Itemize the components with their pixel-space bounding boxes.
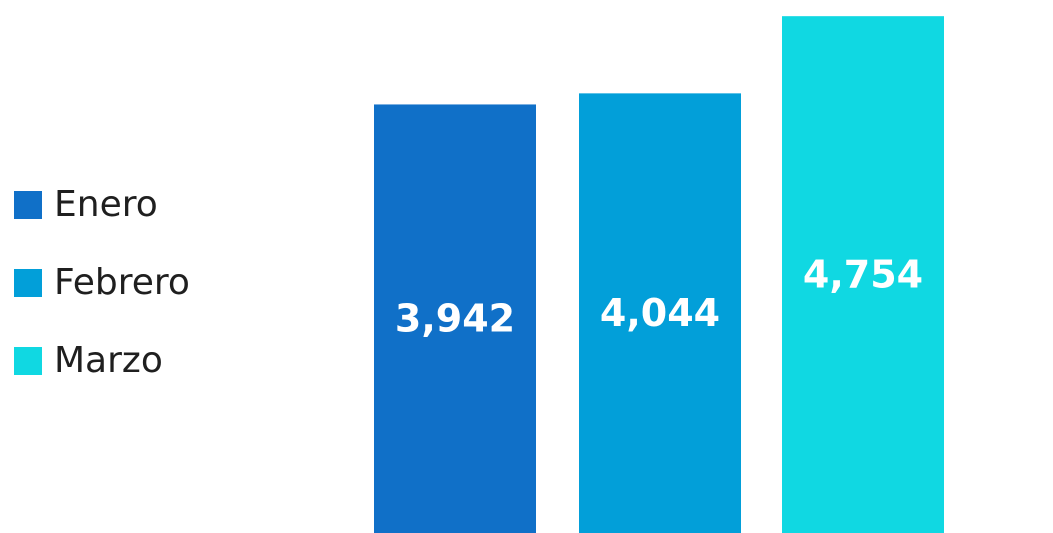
- legend-label-marzo: Marzo: [54, 340, 163, 381]
- bar-febrero: [579, 93, 741, 533]
- legend-item-febrero: Febrero: [14, 244, 254, 322]
- bar-enero: [374, 104, 536, 533]
- legend-item-marzo: Marzo: [14, 322, 254, 400]
- bar-value-label-febrero: 4,044: [600, 291, 720, 335]
- legend-swatch-marzo: [14, 347, 42, 375]
- legend-swatch-febrero: [14, 269, 42, 297]
- bar-marzo: [782, 16, 944, 533]
- legend-label-febrero: Febrero: [54, 262, 190, 303]
- plot-area: 3,942 4,044 4,754: [374, 16, 944, 533]
- bar-value-label-marzo: 4,754: [803, 253, 923, 297]
- legend: Enero Febrero Marzo: [14, 166, 254, 400]
- legend-swatch-enero: [14, 191, 42, 219]
- legend-item-enero: Enero: [14, 166, 254, 244]
- legend-label-enero: Enero: [54, 184, 158, 225]
- bar-value-label-enero: 3,942: [395, 297, 515, 341]
